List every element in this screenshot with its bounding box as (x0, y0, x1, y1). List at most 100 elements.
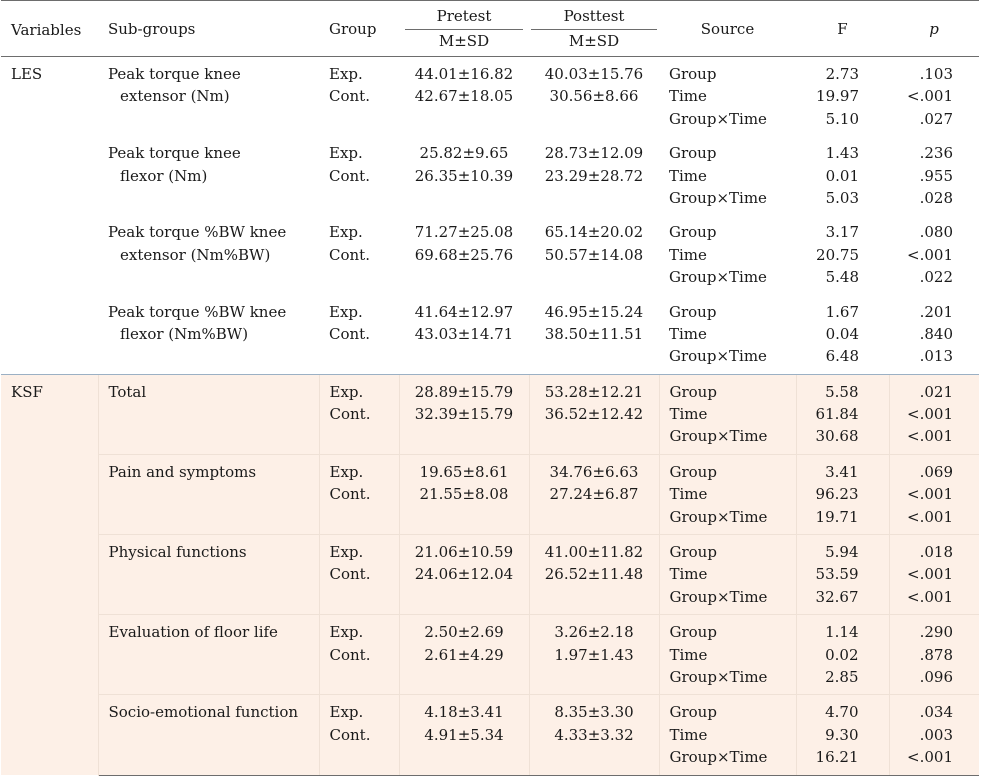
f-value: 9.30 (825, 725, 859, 744)
p-value: .034 (919, 703, 953, 722)
pretest-value: 69.68±25.76 (414, 245, 514, 264)
subgroup-label: Physical functions (108, 543, 247, 562)
subgroup-label: Total (108, 382, 147, 401)
f-value: 32.67 (815, 587, 859, 606)
pretest-value: 21.55±8.08 (419, 485, 509, 504)
subgroup-label: flexor (Nm) (120, 166, 208, 185)
header-f: F (837, 19, 848, 38)
header-source: Source (700, 19, 755, 38)
posttest-value: 38.50±11.51 (544, 324, 644, 343)
posttest-value: 30.56±8.66 (549, 87, 639, 106)
f-value: 30.68 (815, 427, 859, 446)
pretest-value: 42.67±18.05 (414, 87, 514, 106)
source-label: Group×Time (669, 748, 768, 767)
f-value: 1.67 (825, 302, 859, 321)
pretest-value: 32.39±15.79 (414, 405, 514, 424)
pretest-value: 2.50±2.69 (424, 623, 504, 642)
group-label: Cont. (329, 324, 370, 343)
group-label: Exp. (329, 623, 364, 642)
subgroup-label: Peak torque knee (108, 144, 241, 163)
header-msd-post: M±SD (568, 32, 620, 50)
table-row: Peak torque %BW knee flexor (Nm%BW) Exp. Co… (1, 294, 979, 375)
posttest-value: 46.95±15.24 (544, 302, 644, 321)
pretest-value: 25.82±9.65 (419, 144, 509, 163)
group-label: Cont. (329, 87, 370, 106)
posttest-value: 40.03±15.76 (544, 65, 644, 83)
source-label: Time (669, 166, 707, 185)
f-value: 2.85 (825, 667, 859, 686)
f-value: 5.48 (825, 268, 859, 287)
pretest-value: 19.65±8.61 (419, 462, 509, 481)
source-label: Group (669, 302, 717, 321)
pretest-value: 4.18±3.41 (424, 703, 504, 722)
pretest-value: 43.03±14.71 (414, 324, 514, 343)
p-value: <.001 (907, 87, 953, 106)
p-value: <.001 (907, 565, 953, 584)
table-row: Pain and symptoms Exp. Cont. 19.65±8.61 21.5… (1, 454, 979, 536)
table-row: LES Peak torque knee extensor (Nm) Exp. Cont… (1, 56, 979, 375)
p-value: .027 (919, 109, 953, 128)
group-label: Cont. (329, 245, 370, 264)
source-label: Group (669, 144, 717, 163)
source-label: Group×Time (669, 667, 768, 686)
posttest-value: 50.57±14.08 (544, 245, 644, 264)
group-label: Exp. (329, 144, 363, 163)
p-value: .201 (919, 302, 953, 321)
f-value: 1.43 (825, 144, 859, 163)
group-label: Exp. (329, 65, 363, 83)
f-value: 19.97 (816, 87, 859, 106)
f-value: 16.21 (815, 748, 859, 767)
table-row: Socio-emotional function Exp. Cont. 4.18±3.… (1, 694, 979, 776)
source-label: Group×Time (669, 587, 768, 606)
p-value: .840 (919, 324, 953, 343)
p-value: <.001 (907, 427, 953, 446)
posttest-value: 34.76±6.63 (549, 462, 639, 481)
p-value: .069 (919, 462, 953, 481)
group-label: Cont. (329, 166, 370, 185)
source-label: Group×Time (669, 347, 767, 366)
p-value: <.001 (907, 405, 953, 424)
p-value: .013 (919, 347, 953, 366)
posttest-value: 28.73±12.09 (544, 144, 644, 163)
p-value: .236 (919, 144, 953, 163)
group-label: Cont. (329, 405, 371, 424)
p-value: .080 (919, 223, 953, 242)
source-label: Time (669, 725, 708, 744)
variable-label: LES (11, 65, 43, 83)
subgroup-label: Peak torque %BW knee (108, 223, 287, 242)
group-label: Exp. (329, 543, 364, 562)
source-label: Group (669, 623, 717, 642)
subgroup-label: flexor (Nm%BW) (120, 324, 249, 343)
subgroup-label: Peak torque %BW knee (108, 302, 287, 321)
f-value: 2.73 (825, 65, 859, 83)
header-msd-pre: M±SD (438, 32, 490, 50)
subgroup-label: Socio-emotional function (108, 703, 299, 722)
f-value: 6.48 (825, 347, 859, 366)
pretest-value: 21.06±10.59 (414, 543, 514, 562)
source-label: Time (669, 485, 708, 504)
posttest-value: 65.14±20.02 (544, 223, 644, 242)
f-value: 20.75 (816, 245, 859, 264)
header-subgroups: Sub-groups (108, 19, 196, 38)
p-value: .103 (919, 65, 953, 83)
subgroup-label: Evaluation of floor life (108, 623, 278, 642)
p-value: .290 (919, 623, 953, 642)
p-value: <.001 (907, 587, 953, 606)
source-label: Group (669, 382, 717, 401)
pretest-value: 26.35±10.39 (414, 166, 514, 185)
subgroup-label: extensor (Nm) (120, 87, 230, 106)
p-value: .028 (919, 188, 953, 207)
source-label: Group (669, 462, 717, 481)
p-value: <.001 (907, 245, 953, 264)
f-value: 0.01 (825, 166, 859, 185)
p-value: <.001 (907, 748, 953, 767)
pretest-value: 44.01±16.82 (414, 65, 514, 83)
p-value: .021 (919, 382, 953, 401)
f-value: 5.94 (825, 543, 859, 562)
group-label: Cont. (329, 645, 371, 664)
p-value: .003 (919, 725, 953, 744)
posttest-value: 41.00±11.82 (544, 543, 644, 562)
subgroup-label: Peak torque knee (108, 65, 241, 83)
posttest-value: 4.33±3.32 (554, 725, 634, 744)
f-value: 19.71 (815, 507, 859, 526)
